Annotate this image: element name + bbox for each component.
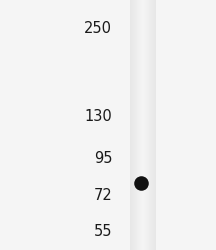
- Bar: [149, 0, 150, 250]
- Point: [140, 181, 143, 185]
- Text: 55: 55: [94, 224, 112, 239]
- Bar: [150, 0, 151, 250]
- Bar: [148, 0, 149, 250]
- Bar: [155, 0, 156, 250]
- Bar: [147, 0, 148, 250]
- Bar: [133, 0, 134, 250]
- Bar: [141, 0, 142, 250]
- Bar: [134, 0, 135, 250]
- Bar: [131, 0, 132, 250]
- Bar: [151, 0, 152, 250]
- Bar: [152, 0, 153, 250]
- Bar: [132, 0, 133, 250]
- Bar: [146, 0, 147, 250]
- Bar: [145, 0, 146, 250]
- Bar: [137, 0, 138, 250]
- Text: 130: 130: [85, 109, 112, 124]
- Bar: [142, 0, 143, 250]
- Bar: [143, 0, 144, 250]
- Text: 95: 95: [94, 151, 112, 166]
- Text: 72: 72: [94, 188, 112, 203]
- Bar: [130, 0, 131, 250]
- Bar: [154, 0, 155, 250]
- Bar: [144, 0, 145, 250]
- Bar: [138, 0, 139, 250]
- Text: 250: 250: [84, 21, 112, 36]
- Bar: [136, 0, 137, 250]
- Bar: [139, 0, 140, 250]
- Bar: [140, 0, 141, 250]
- Bar: [153, 0, 154, 250]
- Bar: [135, 0, 136, 250]
